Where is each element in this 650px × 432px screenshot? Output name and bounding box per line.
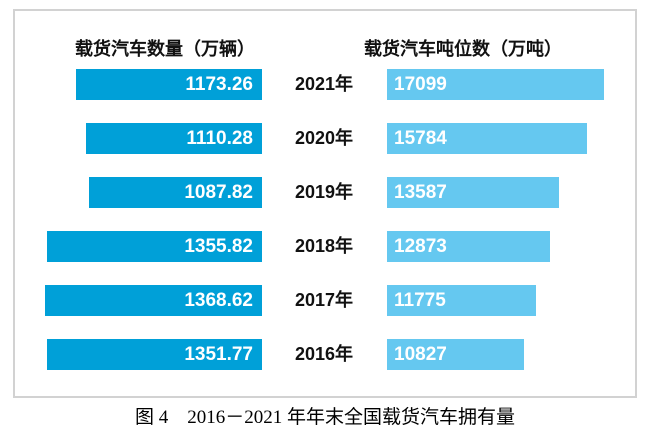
truck-count-bar[interactable]: 1351.77 [47,339,262,370]
tonnage-value-label: 12873 [394,236,447,257]
year-label: 2019年 [294,182,354,202]
chart-area: 载货汽车数量（万辆） 载货汽车吨位数（万吨） 1173.26 2021年 17099… [13,9,637,398]
tonnage-bar[interactable]: 10827 [387,339,524,370]
truck-count-value-label: 1351.77 [184,344,253,365]
bars-region: 1173.26 2021年 17099 1110.28 2020年 15784 1087.8… [15,11,635,396]
truck-count-value-label: 1173.26 [185,74,253,95]
truck-count-bar[interactable]: 1110.28 [86,123,262,154]
tonnage-value-label: 11775 [394,290,446,311]
figure-caption: 图 4 2016－2021 年年末全国载货汽车拥有量 [134,407,515,428]
year-label: 2017年 [294,290,354,310]
tonnage-bar[interactable]: 15784 [387,123,587,154]
tonnage-bar[interactable]: 11775 [387,285,536,316]
tonnage-bar[interactable]: 13587 [387,177,559,208]
year-label: 2018年 [294,236,354,256]
tonnage-value-label: 15784 [394,128,447,149]
truck-count-value-label: 1355.82 [184,236,253,257]
year-label: 2020年 [294,128,354,148]
year-label: 2016年 [294,344,354,364]
left-series-header: 载货汽车数量（万辆） [75,39,255,59]
right-series-header: 载货汽车吨位数（万吨） [364,39,562,59]
truck-count-bar[interactable]: 1355.82 [47,231,262,262]
truck-count-bar[interactable]: 1173.26 [76,69,262,100]
year-label: 2021年 [294,74,354,94]
truck-count-bar[interactable]: 1087.82 [89,177,262,208]
truck-count-bar[interactable]: 1368.62 [45,285,262,316]
tonnage-value-label: 10827 [394,344,447,365]
tonnage-bar[interactable]: 12873 [387,231,550,262]
tonnage-value-label: 13587 [394,182,447,203]
tonnage-bar[interactable]: 17099 [387,69,604,100]
truck-count-value-label: 1087.82 [184,182,253,203]
tonnage-value-label: 17099 [394,74,447,95]
truck-count-value-label: 1368.62 [184,290,253,311]
truck-count-value-label: 1110.28 [186,128,253,149]
